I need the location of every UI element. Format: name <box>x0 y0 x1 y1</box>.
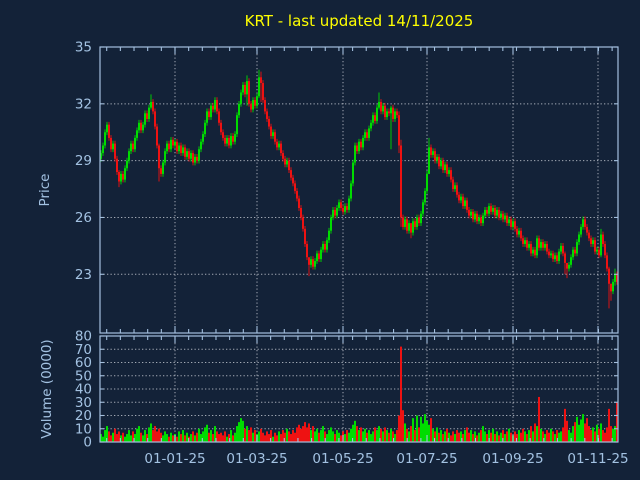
tick-label: 01-11-25 <box>567 451 628 467</box>
tick-label: 29 <box>75 153 92 169</box>
tick-label: 50 <box>75 368 92 384</box>
tick-label: 01-03-25 <box>226 451 287 467</box>
tick-label: 20 <box>75 408 92 424</box>
tick-label: 60 <box>75 355 92 371</box>
tick-label: 01-01-25 <box>144 451 205 467</box>
volume-axis-label: Volume (0000) <box>39 339 55 439</box>
tick-label: 01-09-25 <box>482 451 543 467</box>
tick-label: 32 <box>75 96 92 112</box>
tick-label: 01-05-25 <box>312 451 373 467</box>
tick-label: 26 <box>75 210 92 226</box>
tick-label: 01-07-25 <box>396 451 457 467</box>
tick-label: 0 <box>83 435 92 451</box>
tick-label: 70 <box>75 342 92 358</box>
chart-title: KRT - last updated 14/11/2025 <box>244 12 474 30</box>
tick-label: 80 <box>75 329 92 345</box>
tick-label: 40 <box>75 382 92 398</box>
price-axis-label: Price <box>37 173 53 207</box>
tick-label: 23 <box>75 267 92 283</box>
tick-label: 30 <box>75 395 92 411</box>
tick-label: 35 <box>75 40 92 56</box>
tick-label: 10 <box>75 421 92 437</box>
